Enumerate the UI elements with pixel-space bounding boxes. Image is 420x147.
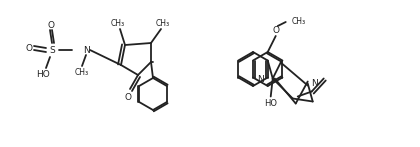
Text: O: O xyxy=(124,92,131,101)
Text: O: O xyxy=(272,25,279,35)
Text: S: S xyxy=(49,46,55,55)
Text: N: N xyxy=(257,75,264,84)
Text: CH₃: CH₃ xyxy=(292,16,306,25)
Text: CH₃: CH₃ xyxy=(75,67,89,76)
Text: O: O xyxy=(47,20,55,30)
Text: CH₃: CH₃ xyxy=(111,19,125,27)
Text: HO: HO xyxy=(264,99,277,108)
Text: CH₃: CH₃ xyxy=(156,19,170,27)
Text: N: N xyxy=(311,79,318,88)
Text: O: O xyxy=(26,44,32,52)
Text: HO: HO xyxy=(36,70,50,78)
Text: N: N xyxy=(83,46,89,55)
